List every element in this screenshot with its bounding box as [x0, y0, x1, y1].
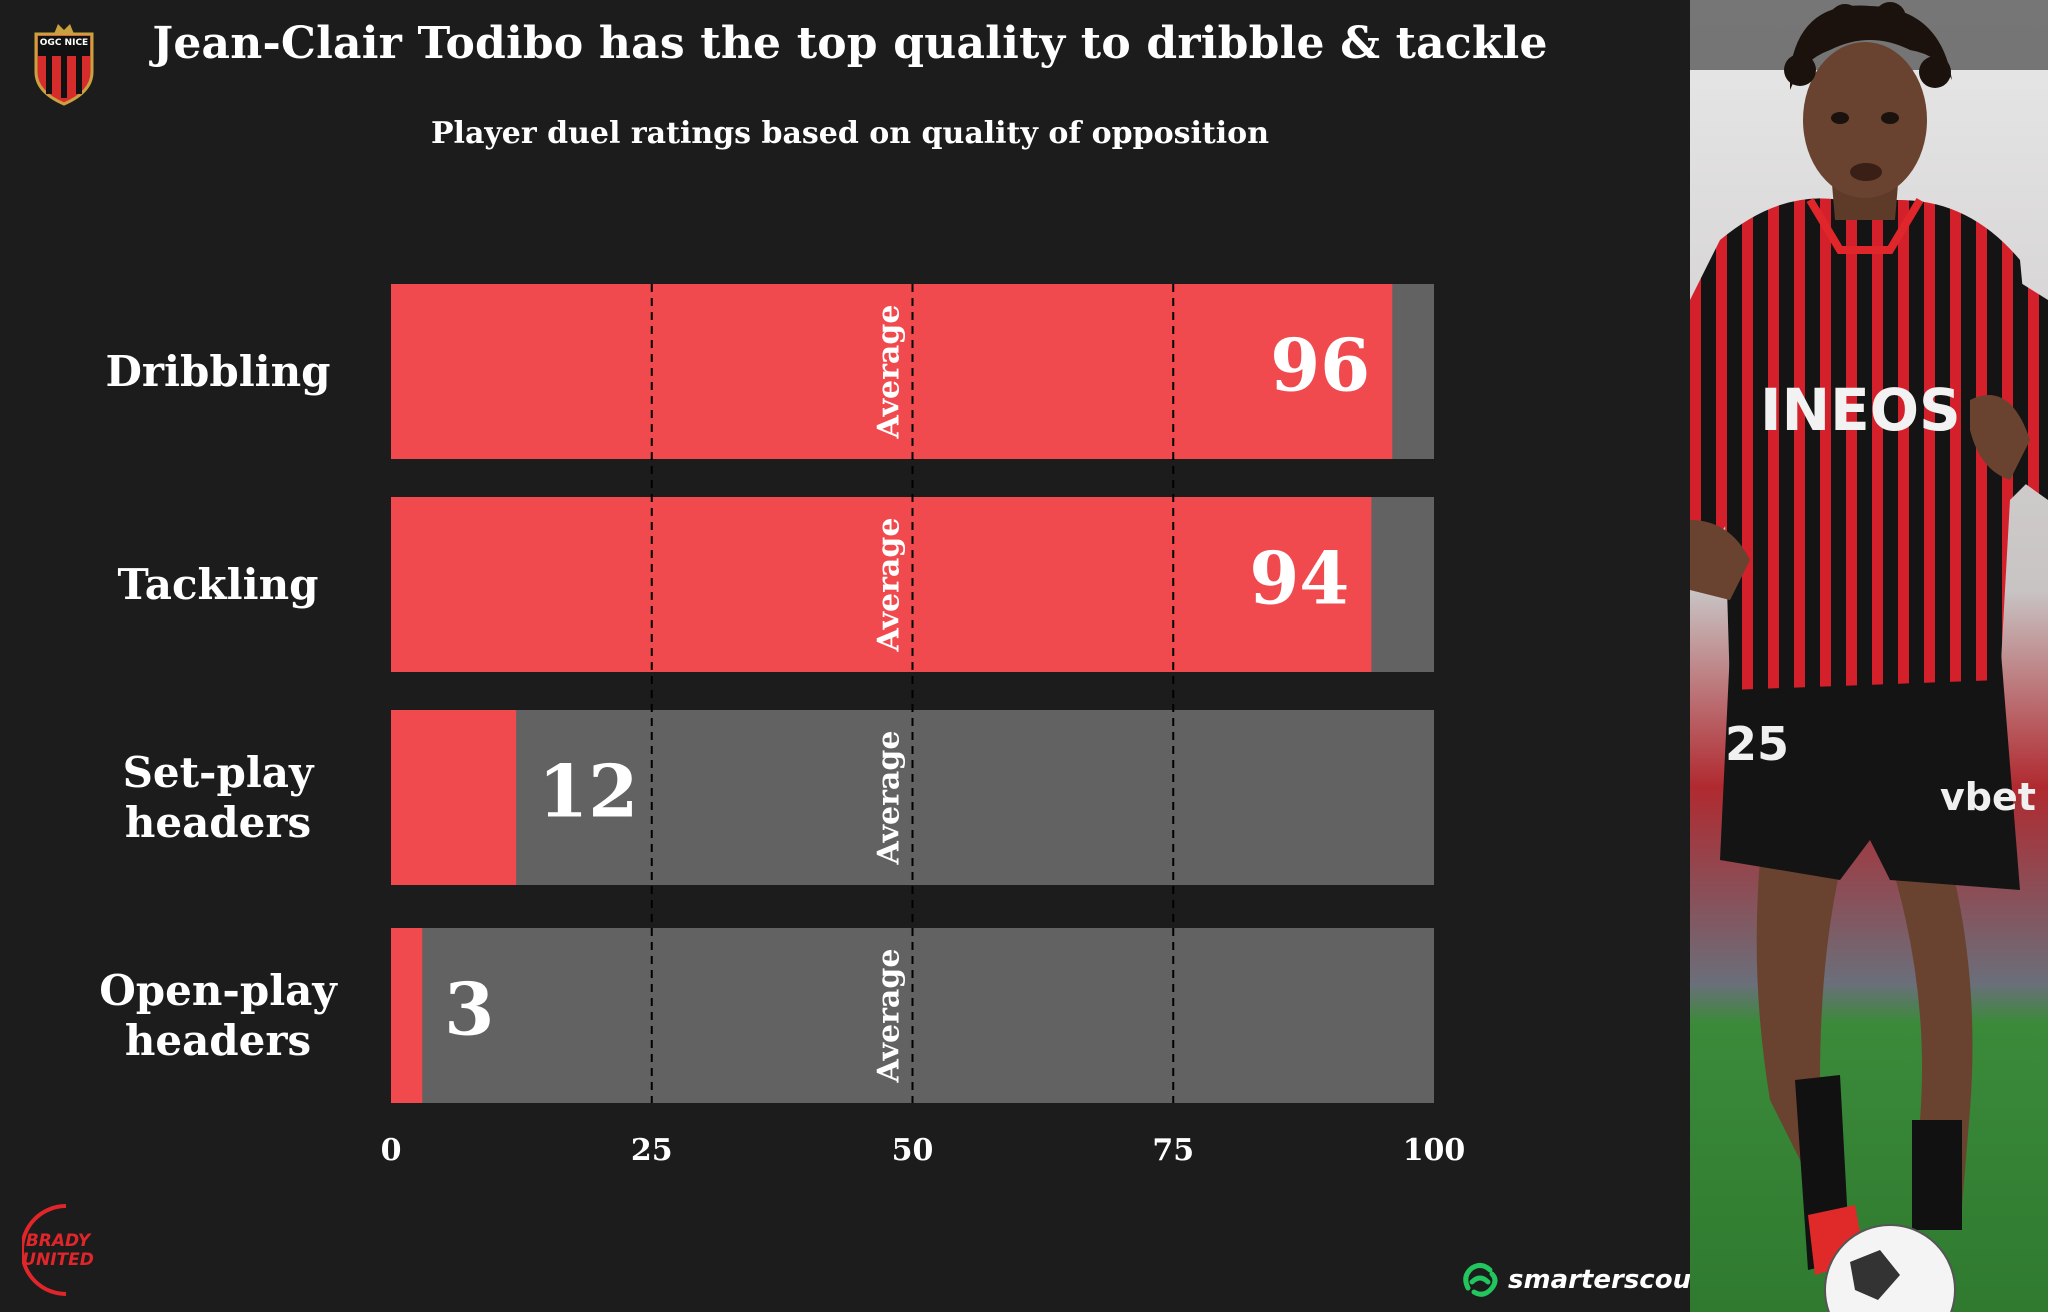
- average-label: Average: [872, 305, 907, 440]
- x-tick-label: 25: [631, 1133, 673, 1168]
- data-label: 3: [444, 967, 494, 1052]
- category-label: Open-play headers: [68, 966, 368, 1066]
- svg-text:BRADY: BRADY: [26, 1231, 92, 1251]
- bar: [391, 284, 1393, 459]
- category-label-line: Dribbling: [105, 346, 331, 396]
- category-label: Dribbling: [68, 347, 368, 397]
- chart-title: Jean-Clair Todibo has the top quality to…: [152, 18, 1548, 69]
- data-label: 94: [1249, 536, 1349, 621]
- svg-text:UNITED: UNITED: [22, 1250, 94, 1270]
- x-tick-label: 100: [1403, 1133, 1466, 1168]
- chart-subtitle: Player duel ratings based on quality of …: [430, 116, 1270, 151]
- category-label: Tackling: [68, 560, 368, 610]
- category-label-line: headers: [124, 1015, 312, 1065]
- player-photo: 25 vbet INEOS: [1690, 0, 2048, 1312]
- chart-canvas: OGC NICE Jean-Clair Todibo has the top q…: [22, 18, 1704, 1297]
- x-tick-label: 50: [892, 1133, 934, 1168]
- shorts-sponsor: vbet: [1940, 775, 2036, 819]
- category-label-line: Set-play: [122, 747, 314, 797]
- category-label-line: headers: [124, 797, 312, 847]
- data-label: 96: [1270, 323, 1370, 408]
- club-crest-icon: OGC NICE: [34, 24, 94, 106]
- player-photo-image: 25 vbet INEOS: [1690, 0, 2048, 1312]
- category-label-line: Tackling: [117, 559, 319, 609]
- smarterscout-logo-icon: [1463, 1262, 1498, 1297]
- category-label-line: Open-play: [99, 965, 337, 1015]
- average-label: Average: [872, 949, 907, 1084]
- crest-text: OGC NICE: [40, 38, 88, 48]
- brady-united-logo-icon: BRADY UNITED: [22, 1204, 94, 1296]
- shirt-sponsor: INEOS: [1760, 376, 1961, 444]
- bar-chart: Average Average Average Average 96 94 12 3 0 25 50…: [381, 284, 1466, 1168]
- bar: [391, 497, 1372, 672]
- category-label: Set-play headers: [68, 748, 368, 848]
- bar: [391, 710, 517, 885]
- shorts-number: 25: [1725, 717, 1789, 771]
- x-tick-label: 75: [1152, 1133, 1194, 1168]
- x-tick-label: 0: [381, 1133, 402, 1168]
- average-label: Average: [872, 518, 907, 653]
- data-label: 12: [538, 749, 638, 834]
- bar: [391, 928, 423, 1103]
- source-credit: smarterscout: [1458, 1258, 1704, 1302]
- average-label: Average: [872, 731, 907, 866]
- source-name: smarterscout: [1508, 1265, 1704, 1295]
